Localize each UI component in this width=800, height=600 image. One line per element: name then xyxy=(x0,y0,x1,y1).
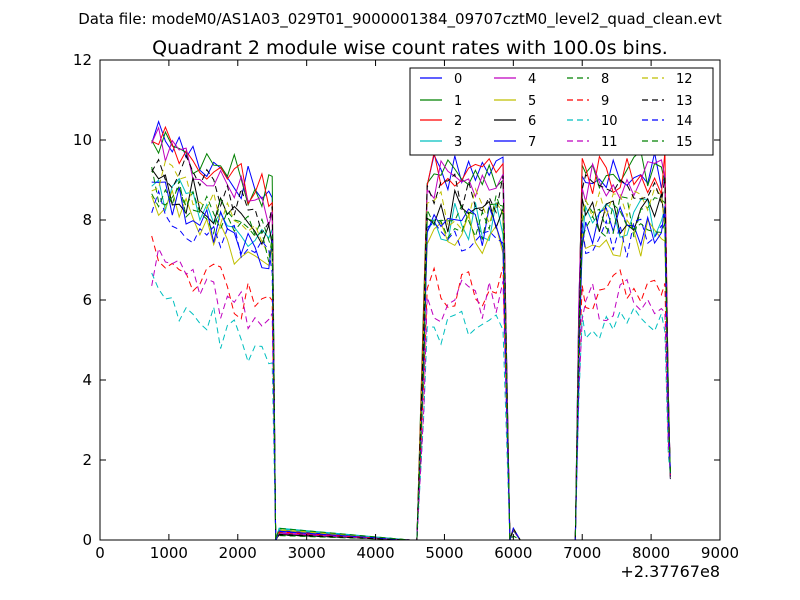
series-line-10 xyxy=(151,272,671,540)
series-line-0 xyxy=(151,120,671,540)
x-axis: 0 1000 2000 3000 4000 5000 6000 7000 8000 9000 xyxy=(95,60,739,562)
x-tick-label: 3000 xyxy=(288,544,326,562)
x-tick-label: 4000 xyxy=(356,544,394,562)
x-tick-label: 6000 xyxy=(494,544,532,562)
legend-label-5: 5 xyxy=(528,94,536,109)
series-line-14 xyxy=(151,189,671,540)
y-tick-label: 2 xyxy=(82,451,92,469)
legend-label-8: 8 xyxy=(601,72,609,87)
x-tick-label: 1000 xyxy=(150,544,188,562)
legend-label-7: 7 xyxy=(528,135,536,150)
series-line-6 xyxy=(151,168,671,540)
x-tick-label: 2000 xyxy=(219,544,257,562)
chart-title: Quadrant 2 module wise count rates with … xyxy=(152,37,668,59)
y-tick-label: 0 xyxy=(82,531,92,549)
legend-box xyxy=(409,67,714,156)
series-line-9 xyxy=(151,235,671,540)
y-tick-label: 8 xyxy=(82,211,92,229)
legend-label-0: 0 xyxy=(454,72,462,87)
series-line-7 xyxy=(151,181,671,540)
series-line-2 xyxy=(151,125,671,540)
legend-label-1: 1 xyxy=(454,94,462,109)
x-tick-label: 5000 xyxy=(425,544,463,562)
legend-label-9: 9 xyxy=(601,94,609,109)
x-tick-label: 8000 xyxy=(632,544,670,562)
series-line-8 xyxy=(151,166,671,540)
legend-label-15: 15 xyxy=(676,135,693,150)
data-file-header: Data file: modeM0/AS1A03_029T01_90000013… xyxy=(78,10,722,29)
y-tick-label: 12 xyxy=(73,51,92,69)
legend-label-2: 2 xyxy=(454,114,462,129)
legend-label-13: 13 xyxy=(676,94,693,109)
y-tick-label: 6 xyxy=(82,291,92,309)
legend-label-10: 10 xyxy=(601,114,618,129)
series-line-15 xyxy=(151,180,671,540)
legend-label-12: 12 xyxy=(676,72,693,87)
x-tick-label: 9000 xyxy=(701,544,739,562)
series-line-5 xyxy=(151,189,671,540)
series-line-1 xyxy=(151,130,671,540)
series-layer xyxy=(151,120,671,540)
y-tick-label: 10 xyxy=(73,131,92,149)
legend-label-6: 6 xyxy=(528,114,536,129)
series-line-13 xyxy=(151,154,671,540)
y-tick-label: 4 xyxy=(82,371,92,389)
legend-label-3: 3 xyxy=(454,135,462,150)
x-offset-label: +2.37767e8 xyxy=(620,562,720,581)
legend-label-4: 4 xyxy=(528,72,536,87)
series-line-11 xyxy=(151,246,671,540)
legend-label-11: 11 xyxy=(601,135,618,150)
legend-label-14: 14 xyxy=(676,114,693,129)
x-tick-label: 0 xyxy=(95,544,105,562)
x-tick-label: 7000 xyxy=(563,544,601,562)
